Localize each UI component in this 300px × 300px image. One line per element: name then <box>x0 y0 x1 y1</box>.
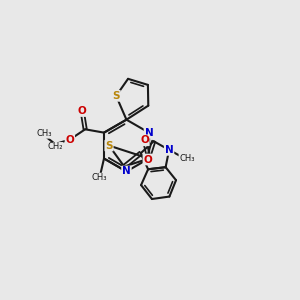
Text: S: S <box>112 91 120 101</box>
Text: CH₃: CH₃ <box>179 154 194 163</box>
Text: CH₃: CH₃ <box>36 129 52 138</box>
Text: S: S <box>105 141 113 151</box>
Text: O: O <box>140 135 149 145</box>
Text: N: N <box>165 145 173 155</box>
Text: CH₂: CH₂ <box>47 142 63 152</box>
Text: O: O <box>65 135 74 145</box>
Text: N: N <box>145 128 153 138</box>
Text: N: N <box>122 167 131 176</box>
Text: CH₃: CH₃ <box>92 173 107 182</box>
Text: O: O <box>143 154 152 164</box>
Text: O: O <box>78 106 87 116</box>
